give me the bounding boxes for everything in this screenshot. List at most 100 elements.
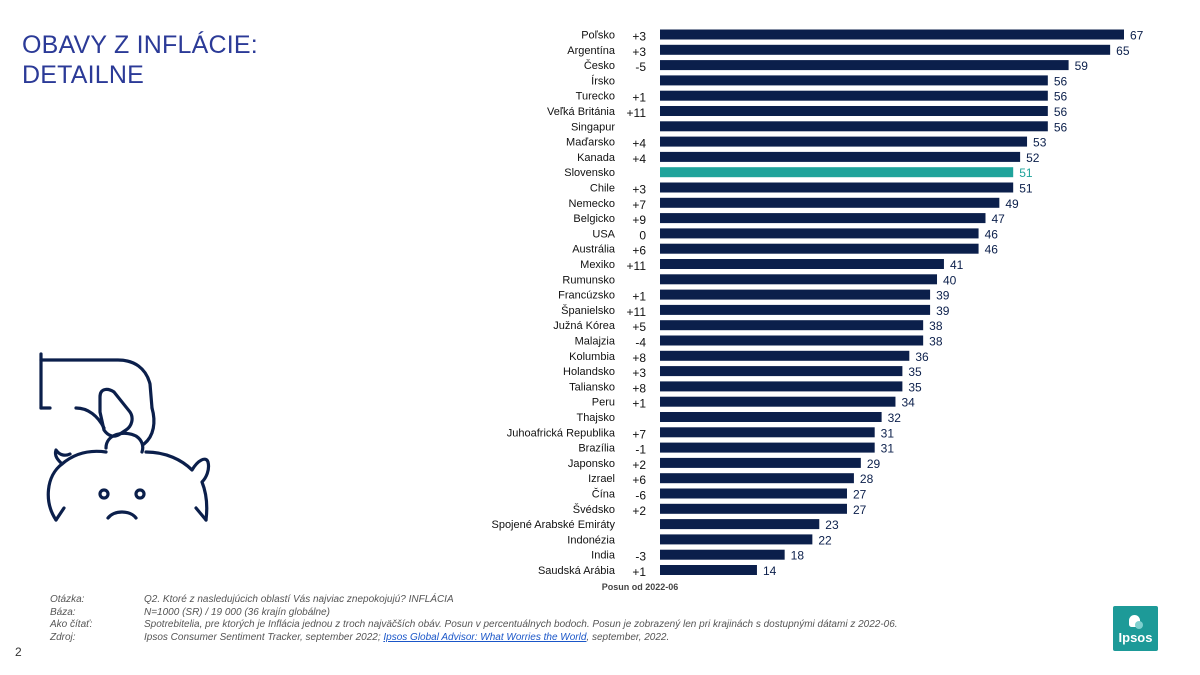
bar: [660, 75, 1048, 86]
footnote-key: Otázka:: [50, 594, 85, 605]
value-label: 51: [1019, 182, 1033, 196]
change-label: +7: [632, 198, 646, 212]
value-label: 40: [943, 273, 957, 287]
change-label: +1: [632, 565, 646, 579]
value-label: 27: [853, 488, 867, 502]
category-label: Juhoafrická Republika: [507, 427, 616, 439]
value-label: 28: [860, 472, 874, 486]
value-label: 36: [915, 350, 929, 364]
footnote-question: Otázka: Q2. Ktoré z nasledujúcich oblast…: [50, 594, 898, 607]
category-label: Francúzsko: [558, 290, 615, 302]
title-line-1: OBAVY Z INFLÁCIE:: [22, 31, 258, 59]
change-label: +11: [627, 305, 647, 319]
source-link[interactable]: Ipsos Global Advisor: What Worries the W…: [383, 631, 587, 643]
bar: [660, 136, 1028, 147]
value-label: 56: [1054, 90, 1068, 104]
bar: [660, 228, 979, 239]
change-label: +6: [632, 473, 646, 487]
bar: [660, 381, 903, 392]
footnote-key: Ako čítať:: [50, 619, 93, 630]
value-label: 46: [985, 227, 999, 241]
category-label: Turecko: [576, 91, 615, 103]
value-label: 35: [908, 380, 922, 394]
value-label: 38: [929, 335, 943, 349]
category-label: Rumunsko: [562, 274, 615, 286]
change-label: -3: [635, 550, 646, 564]
category-label: Maďarsko: [566, 137, 615, 149]
bar: [660, 90, 1048, 101]
source-prefix: Ipsos Consumer Sentiment Tracker, septem…: [144, 631, 384, 643]
category-label: Taliansko: [569, 381, 615, 393]
bar: [660, 519, 820, 530]
bar: [660, 457, 861, 468]
change-label: -4: [635, 336, 646, 350]
footnote-key: Báza:: [50, 606, 76, 618]
bar: [660, 304, 931, 315]
bar: [660, 442, 875, 453]
category-label: Holandsko: [563, 366, 615, 378]
bar: [660, 473, 854, 484]
footnote-value: Ipsos Consumer Sentiment Tracker, septem…: [144, 632, 669, 645]
change-label: +5: [632, 320, 646, 334]
logo-text: Ipsos: [1118, 630, 1153, 645]
category-label: Česko: [584, 59, 615, 72]
bar: [660, 565, 757, 575]
value-label: 46: [985, 243, 999, 257]
category-label: Čína: [592, 488, 616, 501]
value-label: 23: [825, 518, 839, 532]
change-label: +3: [632, 30, 646, 44]
change-label: +9: [632, 213, 646, 227]
bar: [660, 197, 1000, 208]
value-label: 56: [1054, 120, 1068, 134]
change-label: +3: [632, 183, 646, 197]
bar: [660, 44, 1111, 55]
category-label: Veľká Británia: [547, 106, 616, 118]
category-label: Austrália: [572, 244, 616, 256]
page-number: 2: [15, 645, 22, 659]
source-suffix: , september, 2022.: [586, 631, 670, 643]
value-label: 39: [936, 304, 950, 318]
bar: [660, 427, 875, 438]
value-label: 39: [936, 289, 950, 303]
change-label: +1: [632, 397, 646, 411]
category-label: Malajzia: [575, 336, 616, 348]
bar: [660, 320, 924, 331]
category-label: Južná Kórea: [553, 320, 616, 332]
category-label: Argentína: [567, 45, 616, 57]
bar: [660, 151, 1021, 162]
category-label: Spojené Arabské Emiráty: [491, 519, 615, 531]
value-label: 14: [763, 564, 777, 578]
value-label: 56: [1054, 105, 1068, 119]
change-label: +2: [632, 504, 646, 518]
change-label: +11: [627, 259, 647, 273]
change-label: +3: [632, 366, 646, 380]
category-label: Singapur: [571, 121, 615, 133]
bar: [660, 350, 910, 361]
value-label: 56: [1054, 74, 1068, 88]
value-label: 22: [818, 533, 832, 547]
value-label: 27: [853, 503, 867, 517]
change-column-label: Posun od 2022-06: [602, 582, 679, 592]
category-label: Švédsko: [573, 503, 615, 516]
change-label: +7: [632, 427, 646, 441]
category-label: Kanada: [577, 152, 616, 164]
value-label: 52: [1026, 151, 1040, 165]
change-label: +2: [632, 458, 646, 472]
category-label: Nemecko: [569, 198, 615, 210]
bar: [660, 243, 979, 254]
footnote-source: Zdroj: Ipsos Consumer Sentiment Tracker,…: [50, 632, 898, 645]
bar: [660, 366, 903, 377]
change-label: -6: [635, 489, 646, 503]
bar: [660, 167, 1014, 178]
category-label: India: [591, 550, 616, 562]
value-label: 67: [1130, 29, 1144, 43]
bar: [660, 60, 1069, 71]
value-label: 49: [1005, 197, 1019, 211]
value-label: 35: [908, 365, 922, 379]
footnote-value: Q2. Ktoré z nasledujúcich oblastí Vás na…: [144, 594, 454, 605]
footnote-value: N=1000 (SR) / 19 000 (36 krajín globálne…: [144, 606, 330, 618]
change-label: -1: [635, 443, 646, 457]
footnote-value: Spotrebitelia, pre ktorých je Inflácia j…: [144, 619, 898, 630]
change-label: +1: [632, 91, 646, 105]
bar: [660, 335, 924, 346]
